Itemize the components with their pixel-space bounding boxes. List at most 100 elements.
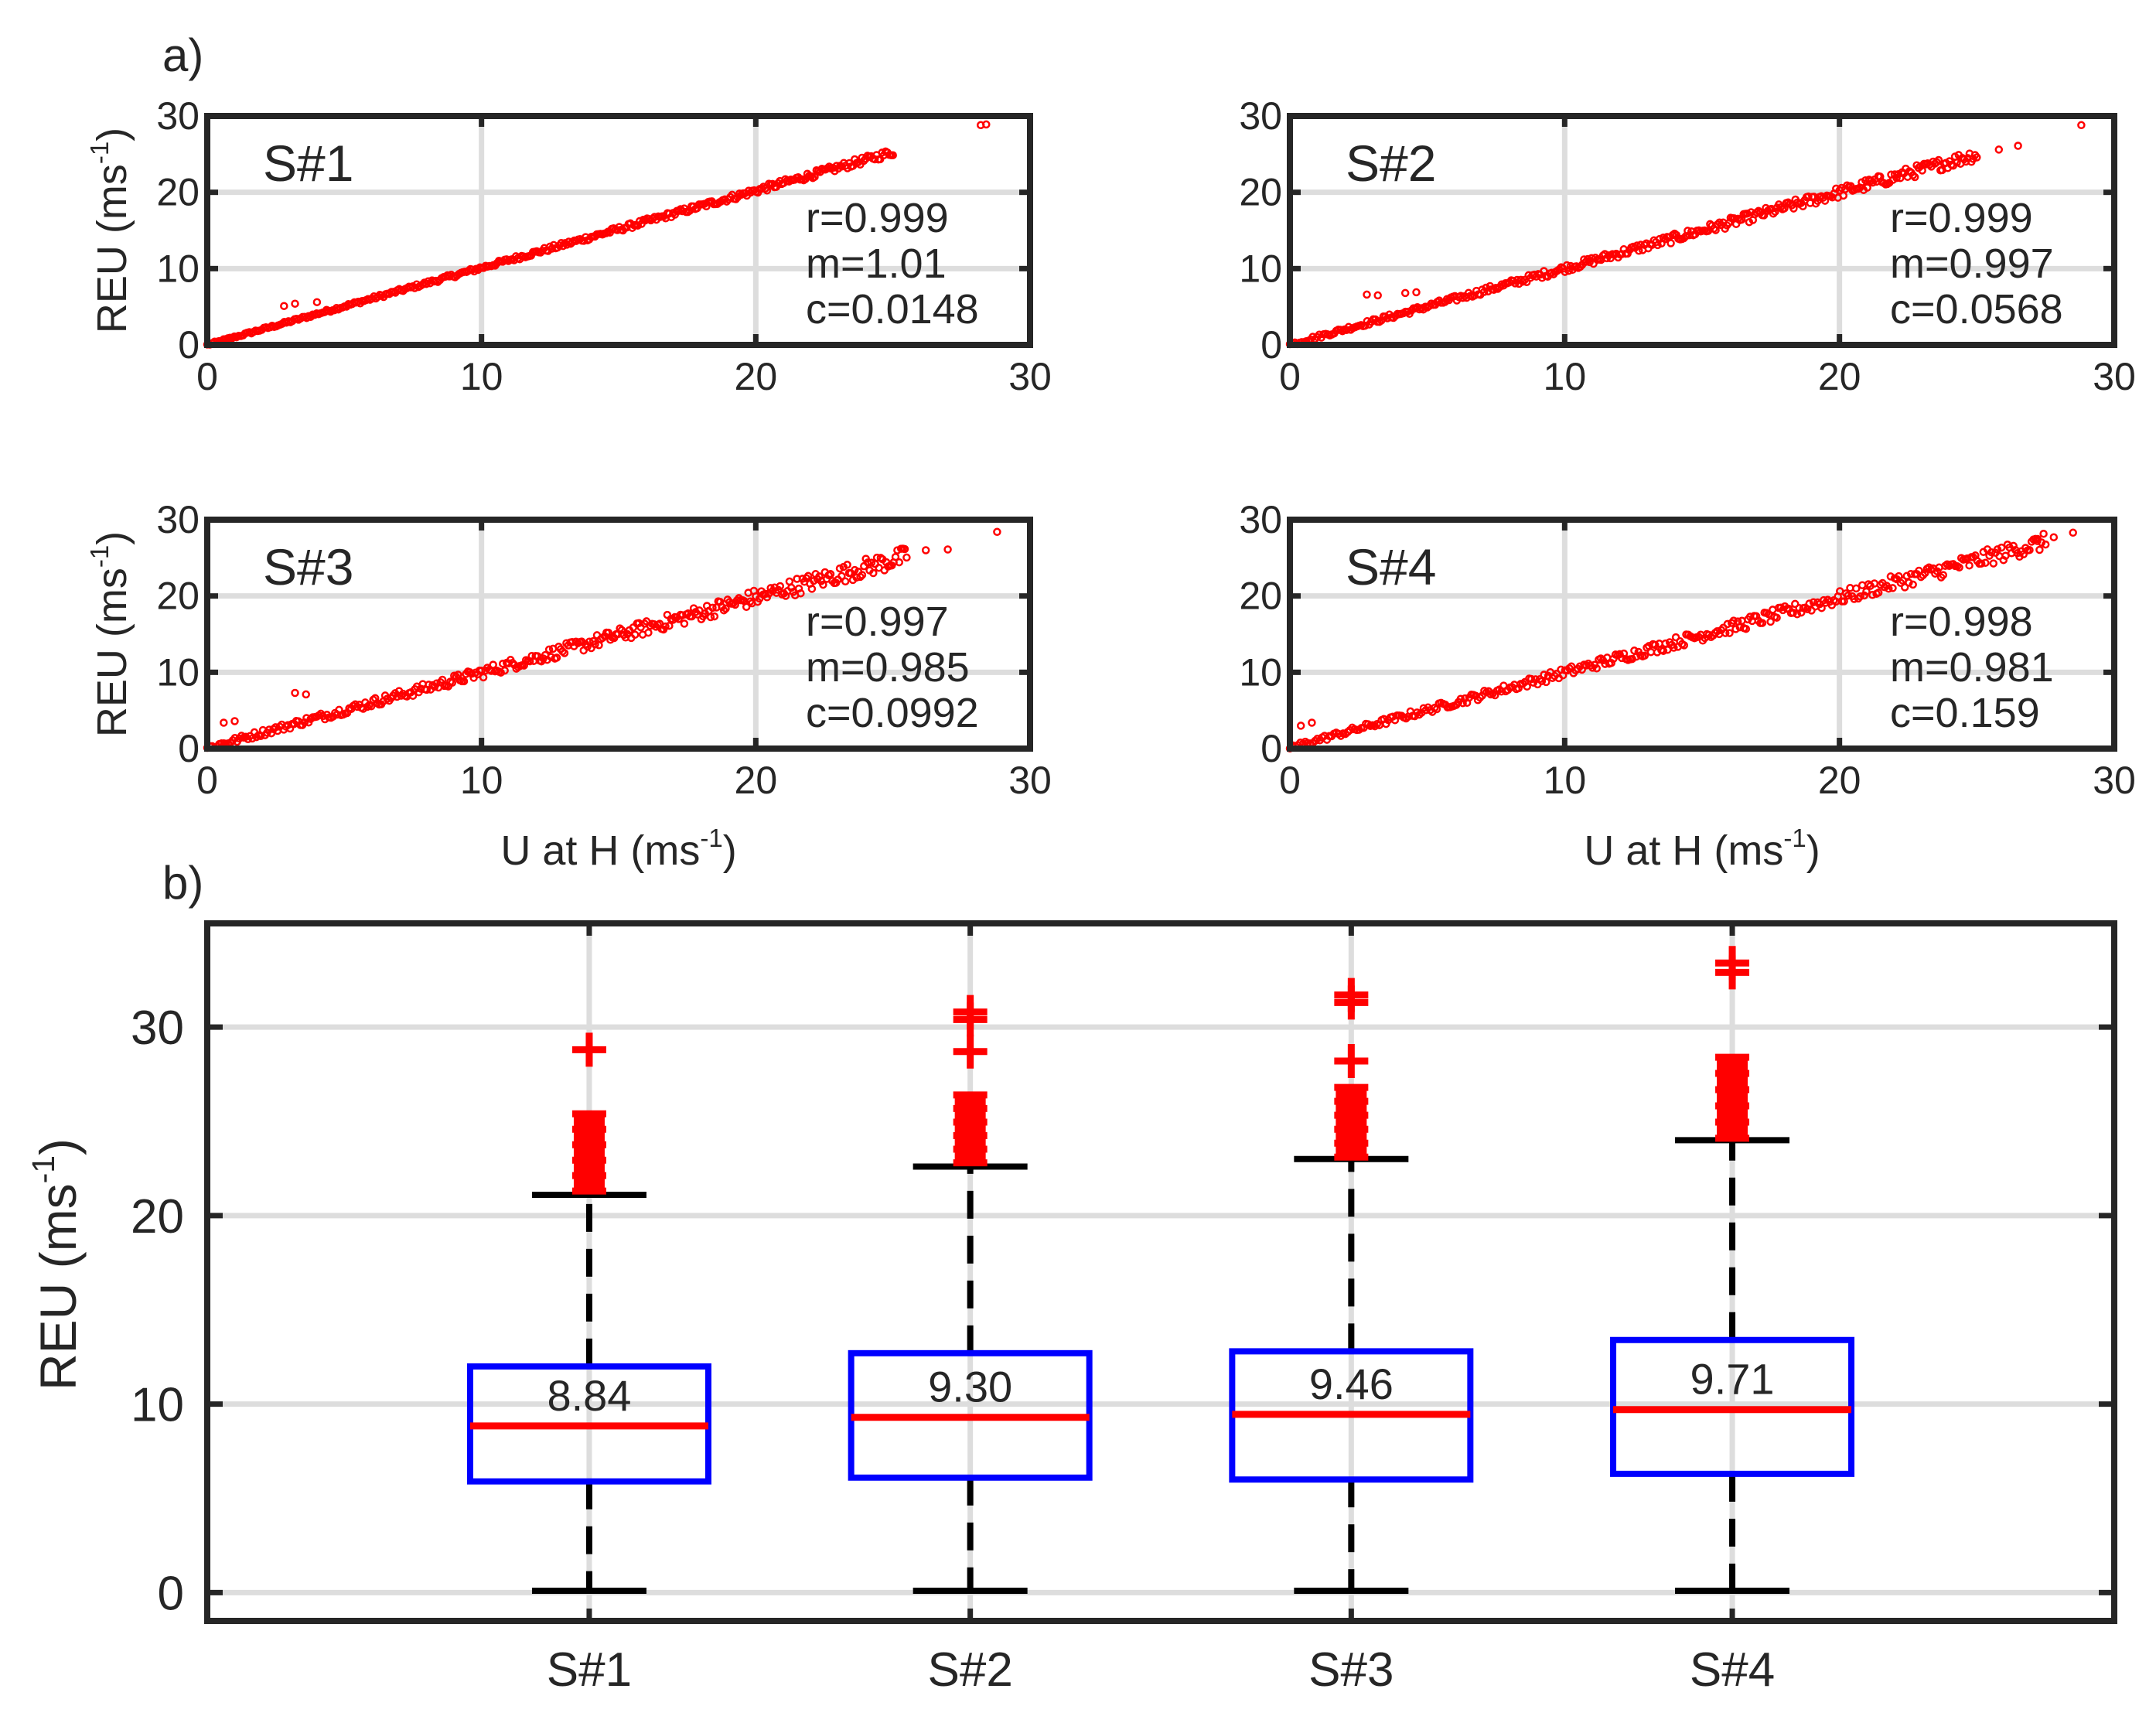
scatter-points [203,527,1001,752]
data-point [1771,207,1779,216]
data-point [489,660,497,669]
data-point [1844,591,1853,600]
data-point [665,621,674,630]
y-tick-label: 10 [156,247,200,290]
data-point [1989,559,1998,568]
data-point [1817,603,1826,612]
data-point [448,678,457,687]
data-point [819,580,827,589]
axes-frame [204,113,1033,348]
data-point [604,628,613,637]
data-point [706,612,715,622]
data-point [1902,571,1912,580]
data-point [863,558,872,567]
median-label: 8.84 [547,1371,631,1420]
data-point [902,553,911,562]
data-point [1852,584,1861,593]
x-tick-label: 30 [2093,759,2136,802]
data-point [1895,571,1903,581]
x-tick-label: 0 [196,355,218,398]
x-tick-label: 20 [1818,759,1861,802]
data-point [1772,613,1781,622]
data-point [921,546,930,554]
outlier-band [1717,1057,1748,1138]
data-point [1839,191,1848,200]
x-tick-label: S#4 [1690,1643,1775,1697]
stat-label: c=0.0992 [806,690,979,736]
panel-label-a: a) [162,29,203,81]
data-point [552,653,561,662]
y-tick-label: 10 [1239,650,1282,694]
y-tick-label: 10 [156,650,200,694]
data-point [841,577,850,586]
data-point [1296,722,1305,730]
y-tick-label: 0 [1261,727,1282,770]
data-point [1807,606,1816,615]
data-point [1909,171,1918,179]
data-point [1805,599,1814,608]
box-4: 9.71 [1610,946,1855,1594]
box-2: 9.30 [848,995,1093,1594]
y-axis-label: REU (ms-1) [26,1138,87,1390]
data-point [1909,580,1917,589]
y-tick-label: 20 [156,171,200,214]
figure-panels: 0 10 20 300102030S#1r=0.999m=1.01c=0.0148RE… [26,94,2136,1697]
outlier-markers [1715,946,1750,1142]
data-point [591,640,599,649]
data-point [2049,533,2059,541]
x-tick-label: 20 [1818,355,1861,398]
y-tick-label: 30 [1239,498,1282,541]
data-point [869,568,878,578]
y-tick-label: 10 [1239,247,1282,290]
axes-frame [1287,113,2117,348]
data-point [1373,291,1382,300]
x-axis-label: U at H (ms-1) [1584,824,1820,874]
data-point [1592,664,1601,673]
outlier-marker [953,995,988,1029]
data-point [1987,548,1996,557]
x-tick-label: 20 [735,355,778,398]
data-point [1863,183,1871,192]
x-tick-label: S#3 [1308,1643,1394,1697]
data-point [982,120,991,129]
data-point [1400,288,1410,298]
data-point [762,186,772,195]
data-point [1308,718,1316,727]
data-point [1776,203,1785,212]
data-point [1888,584,1897,592]
x-tick-label: 10 [460,355,503,398]
data-point [1900,583,1909,592]
data-point [2025,545,2034,554]
outlier-marker [1715,946,1750,981]
stat-label: m=0.981 [1890,644,2054,691]
y-tick-label: 0 [178,727,200,770]
data-point [1997,543,2006,552]
data-point [291,299,299,308]
x-axis-label: U at H (ms-1) [500,824,736,874]
outlier-band [1336,1087,1367,1158]
data-point [702,202,711,211]
data-point [1939,571,1948,579]
data-point [1540,670,1548,679]
median-label: 9.71 [1690,1355,1775,1404]
data-point [1918,166,1926,175]
data-point [1680,641,1689,650]
stat-label: c=0.0148 [806,286,979,333]
x-tick-label: 0 [196,759,218,802]
y-tick-label: 10 [131,1379,184,1432]
data-point [1743,210,1752,218]
data-point [1885,585,1893,593]
stat-label: m=1.01 [806,241,947,287]
y-tick-label: 20 [1239,171,1282,214]
data-point [1981,558,1990,568]
data-point [742,602,751,612]
outlier-marker [1334,978,1369,1012]
data-point [291,688,299,698]
outlier-band [573,1114,605,1192]
x-tick-label: 0 [1279,759,1301,802]
scatter-points [1285,121,2086,349]
data-point [1766,617,1775,626]
boxplot-panel: 8.84 S#1 9.30 S#2 9.46 S#3 9.71 S#4 0 10 20 30 REU (… [26,920,2117,1697]
